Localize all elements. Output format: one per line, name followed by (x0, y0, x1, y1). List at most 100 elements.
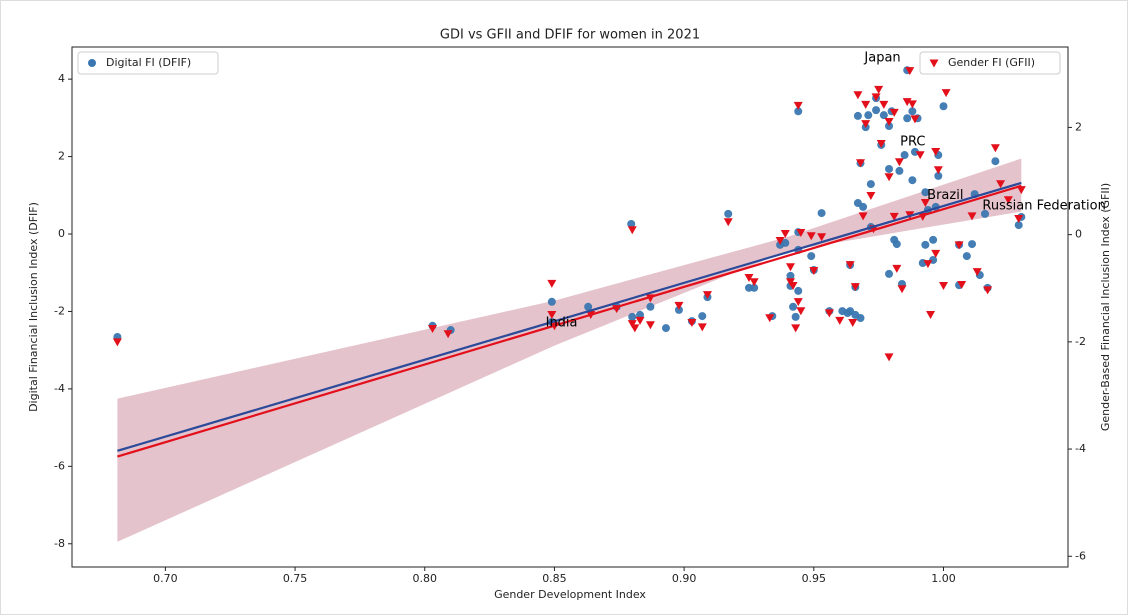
triangle-point (775, 237, 785, 246)
y2-axis-label: Gender-Based Financial Inclusion Index (… (1099, 183, 1112, 431)
annotation: Brazil (927, 188, 963, 203)
triangle-point (645, 321, 655, 330)
y-tick-label: 2 (58, 150, 65, 163)
triangle-point (894, 158, 904, 167)
legend-marker (929, 59, 939, 68)
circle-point (885, 269, 894, 278)
triangle-point (788, 282, 798, 291)
triangle-point (933, 166, 943, 175)
triangle-point (635, 316, 645, 325)
chart-title: GDI vs GFII and DFIF for women in 2021 (440, 28, 700, 43)
circle-point (547, 297, 556, 306)
y2-tick-label: -4 (1075, 442, 1086, 455)
triangle-point (809, 267, 819, 276)
triangle-point (780, 230, 790, 239)
circle-point (661, 324, 670, 333)
triangle-point (630, 324, 640, 333)
triangle-point (850, 283, 860, 292)
annotation: India (546, 316, 578, 331)
triangle-point (931, 249, 941, 258)
y2-tick-label: -2 (1075, 335, 1086, 348)
triangle-point (627, 320, 637, 329)
triangle-point (884, 173, 894, 182)
triangle-point (923, 260, 933, 269)
x-tick-label: 1.00 (931, 572, 956, 585)
circle-point (786, 271, 795, 280)
circle-point (981, 209, 989, 218)
legend-marker (88, 59, 96, 67)
circle-point (900, 151, 909, 160)
x-tick-label: 0.80 (413, 572, 438, 585)
y-axis-label: Digital Financial Inclusion Index (DFIF) (27, 202, 40, 412)
triangle-point (674, 301, 684, 310)
y2-tick-label: -6 (1075, 549, 1086, 562)
circle-point (750, 283, 759, 292)
y-tick-label: 4 (58, 72, 65, 85)
triangle-point (687, 319, 697, 328)
triangle-point (941, 89, 951, 98)
y2-tick-label: 2 (1075, 120, 1082, 133)
triangle-point (856, 159, 865, 168)
triangle-point (866, 191, 876, 200)
legend-label: Digital FI (DFIF) (106, 56, 191, 69)
circle-point (584, 302, 593, 311)
triangle-point (957, 280, 967, 289)
triangle-point (990, 144, 1000, 153)
triangle-point (749, 278, 759, 287)
triangle-point (702, 291, 712, 300)
triangle-point (910, 115, 920, 124)
x-tick-label: 0.70 (153, 572, 178, 585)
x-tick-label: 0.75 (283, 572, 308, 585)
y-tick-label: -6 (54, 459, 65, 472)
x-tick-label: 0.95 (802, 572, 827, 585)
y-tick-label: 0 (58, 227, 65, 240)
triangle-point (845, 261, 855, 270)
triangle-point (996, 180, 1006, 189)
circle-point (794, 107, 803, 116)
triangle-point (547, 279, 557, 288)
circle-point (895, 166, 904, 175)
triangle-point (817, 233, 827, 242)
triangle-point (824, 309, 834, 318)
triangle-point (871, 93, 881, 102)
circle-point (921, 188, 930, 197)
circle-point (646, 302, 655, 311)
circle-point (934, 171, 943, 180)
triangle-point (835, 316, 845, 325)
triangle-point (874, 85, 884, 94)
triangle-point (848, 319, 858, 328)
triangle-point (876, 139, 886, 148)
triangle-point (793, 298, 803, 307)
triangle-point (723, 218, 733, 227)
annotation: Russian Federation (982, 199, 1105, 214)
triangle-point (627, 226, 637, 235)
circle-point (791, 312, 800, 321)
circle-point (908, 176, 917, 185)
y-tick-label: -8 (54, 537, 65, 550)
triangle-point (983, 286, 993, 295)
circle-point (859, 202, 868, 211)
circle-point (929, 235, 938, 244)
triangle-point (920, 198, 930, 207)
triangle-point (889, 108, 899, 117)
circle-point (853, 111, 862, 120)
x-axis-label: Gender Development Index (494, 588, 646, 601)
x-tick-label: 0.90 (672, 572, 697, 585)
triangle-point (858, 212, 868, 221)
triangle-point (428, 324, 438, 333)
circle-point (892, 240, 901, 249)
triangle-point (939, 282, 948, 291)
circle-point (674, 305, 683, 314)
circle-point (991, 157, 1000, 166)
triangle-point (954, 241, 964, 250)
annotation: PRC (900, 135, 925, 150)
circle-point (885, 164, 894, 173)
circle-point (856, 314, 865, 323)
triangle-point (547, 311, 557, 320)
triangle-point (884, 118, 894, 127)
triangle-point (907, 100, 917, 109)
triangle-point (1003, 196, 1013, 205)
triangle-point (861, 120, 871, 129)
circle-point (724, 209, 733, 218)
